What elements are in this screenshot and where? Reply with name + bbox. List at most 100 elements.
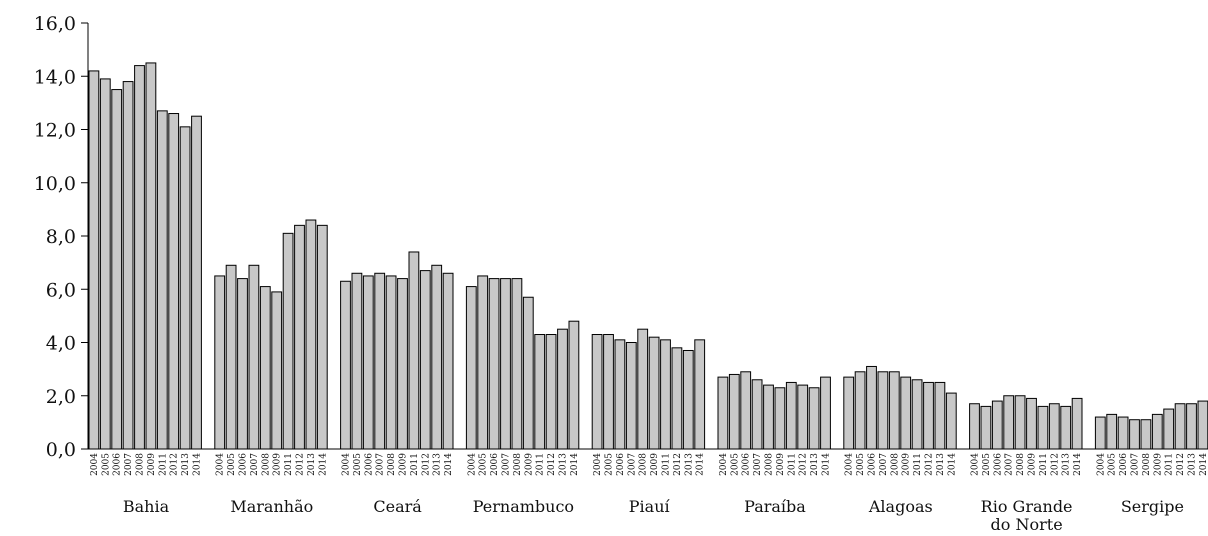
x-tick-label: 2004 — [593, 453, 603, 476]
bar — [1003, 395, 1015, 450]
bar — [888, 371, 900, 450]
x-tick-label: 2008 — [513, 453, 523, 476]
x-tick-label: 2008 — [639, 453, 649, 476]
y-axis: 0,0 2,0 4,0 6,0 8,0 10,0 12,0 14,0 16,0 — [34, 13, 89, 461]
x-tick-label: 2013 — [684, 453, 694, 476]
bar — [271, 291, 283, 450]
x-tick-label: 2004 — [467, 453, 477, 476]
x-tick-label: 2008 — [890, 453, 900, 476]
bar — [808, 387, 820, 450]
bar — [1163, 408, 1175, 450]
bar — [625, 342, 637, 450]
bar — [969, 403, 980, 450]
bar — [294, 224, 305, 450]
bar — [1014, 395, 1026, 450]
x-tick-label: 2013 — [433, 453, 443, 476]
group-label: Sergipe — [1121, 497, 1184, 516]
x-tick-label: 2014 — [696, 453, 706, 476]
x-tick-label: 2009 — [650, 453, 660, 476]
x-tick-label: 2012 — [799, 453, 809, 476]
bar — [1174, 403, 1186, 450]
bar — [614, 339, 626, 450]
x-tick-label: 2008 — [261, 453, 271, 476]
bar — [259, 286, 271, 450]
bar — [88, 70, 100, 450]
x-tick-label: 2005 — [730, 453, 740, 476]
bar — [385, 275, 397, 450]
x-tick-label: 2009 — [1153, 453, 1163, 476]
x-tick-label: 2009 — [1028, 453, 1038, 476]
y-tick-label: 4,0 — [46, 333, 76, 355]
x-tick-label: 2014 — [570, 453, 580, 476]
bar — [660, 339, 671, 450]
x-tick-label: 2006 — [993, 453, 1003, 476]
x-tick-label: 2005 — [353, 453, 363, 476]
x-tick-label: 2012 — [1050, 453, 1060, 476]
bar — [397, 278, 408, 450]
bar — [488, 278, 500, 450]
x-tick-label: 2014 — [444, 453, 454, 476]
x-tick-label: 2005 — [479, 453, 489, 476]
y-tick-label: 6,0 — [46, 279, 76, 301]
group-label: Rio Grande — [981, 497, 1073, 516]
x-tick-label: 2005 — [605, 453, 615, 476]
bar — [866, 365, 877, 450]
x-tick-label: 2004 — [719, 453, 729, 476]
x-tick-label: 2013 — [307, 453, 317, 476]
x-tick-label: 2011 — [787, 453, 797, 476]
bar — [1151, 413, 1163, 450]
bar — [1037, 405, 1049, 450]
bar — [374, 272, 386, 450]
group-label: Bahia — [123, 497, 170, 516]
x-tick-label: 2011 — [410, 453, 420, 476]
bar — [477, 275, 489, 450]
x-tick-label: 2008 — [136, 453, 146, 476]
bar — [820, 376, 831, 450]
x-tick-label: 2009 — [399, 453, 409, 476]
bar — [740, 371, 752, 450]
bar — [1071, 397, 1083, 450]
x-tick-label: 2007 — [753, 453, 763, 476]
x-tick-label: 2007 — [627, 453, 637, 476]
bar — [648, 336, 660, 450]
x-tick-label: 2008 — [1142, 453, 1152, 476]
bar — [945, 392, 957, 450]
group-label: Paraíba — [744, 497, 806, 516]
bar — [763, 384, 774, 450]
x-tick-label: 2013 — [936, 453, 946, 476]
group-label: do Norte — [991, 515, 1063, 534]
bar — [191, 115, 202, 450]
x-tick-label: 2009 — [902, 453, 912, 476]
bar — [1186, 403, 1197, 450]
x-tick-label: 2004 — [1096, 453, 1106, 476]
bar — [465, 286, 477, 450]
bar — [682, 349, 694, 450]
x-tick-label: 2007 — [502, 453, 512, 476]
x-tick-label: 2012 — [1176, 453, 1186, 476]
bar — [1026, 397, 1037, 450]
bar — [442, 272, 454, 450]
x-tick-label: 2005 — [856, 453, 866, 476]
bar — [911, 379, 923, 450]
x-tick-label: 2012 — [170, 453, 180, 476]
x-tick-label: 2011 — [1039, 453, 1049, 476]
bar — [408, 251, 420, 450]
x-tick-label: 2013 — [1188, 453, 1198, 476]
bar — [282, 232, 294, 450]
x-tick-label: 2009 — [524, 453, 534, 476]
bar — [214, 275, 226, 450]
bar — [785, 381, 797, 450]
x-tick-label: 2005 — [982, 453, 992, 476]
x-tick-label: 2005 — [101, 453, 111, 476]
bar — [1140, 419, 1152, 450]
bar — [500, 278, 511, 450]
bar — [1129, 419, 1140, 450]
group-label: Ceará — [373, 497, 422, 516]
group-label: Pernambuco — [473, 497, 574, 516]
x-tick-label: 2006 — [113, 453, 123, 476]
bar — [168, 113, 180, 450]
bar — [751, 379, 763, 450]
bar — [340, 280, 351, 450]
x-tick-label: 2005 — [227, 453, 237, 476]
y-tick-label: 14,0 — [34, 66, 76, 88]
